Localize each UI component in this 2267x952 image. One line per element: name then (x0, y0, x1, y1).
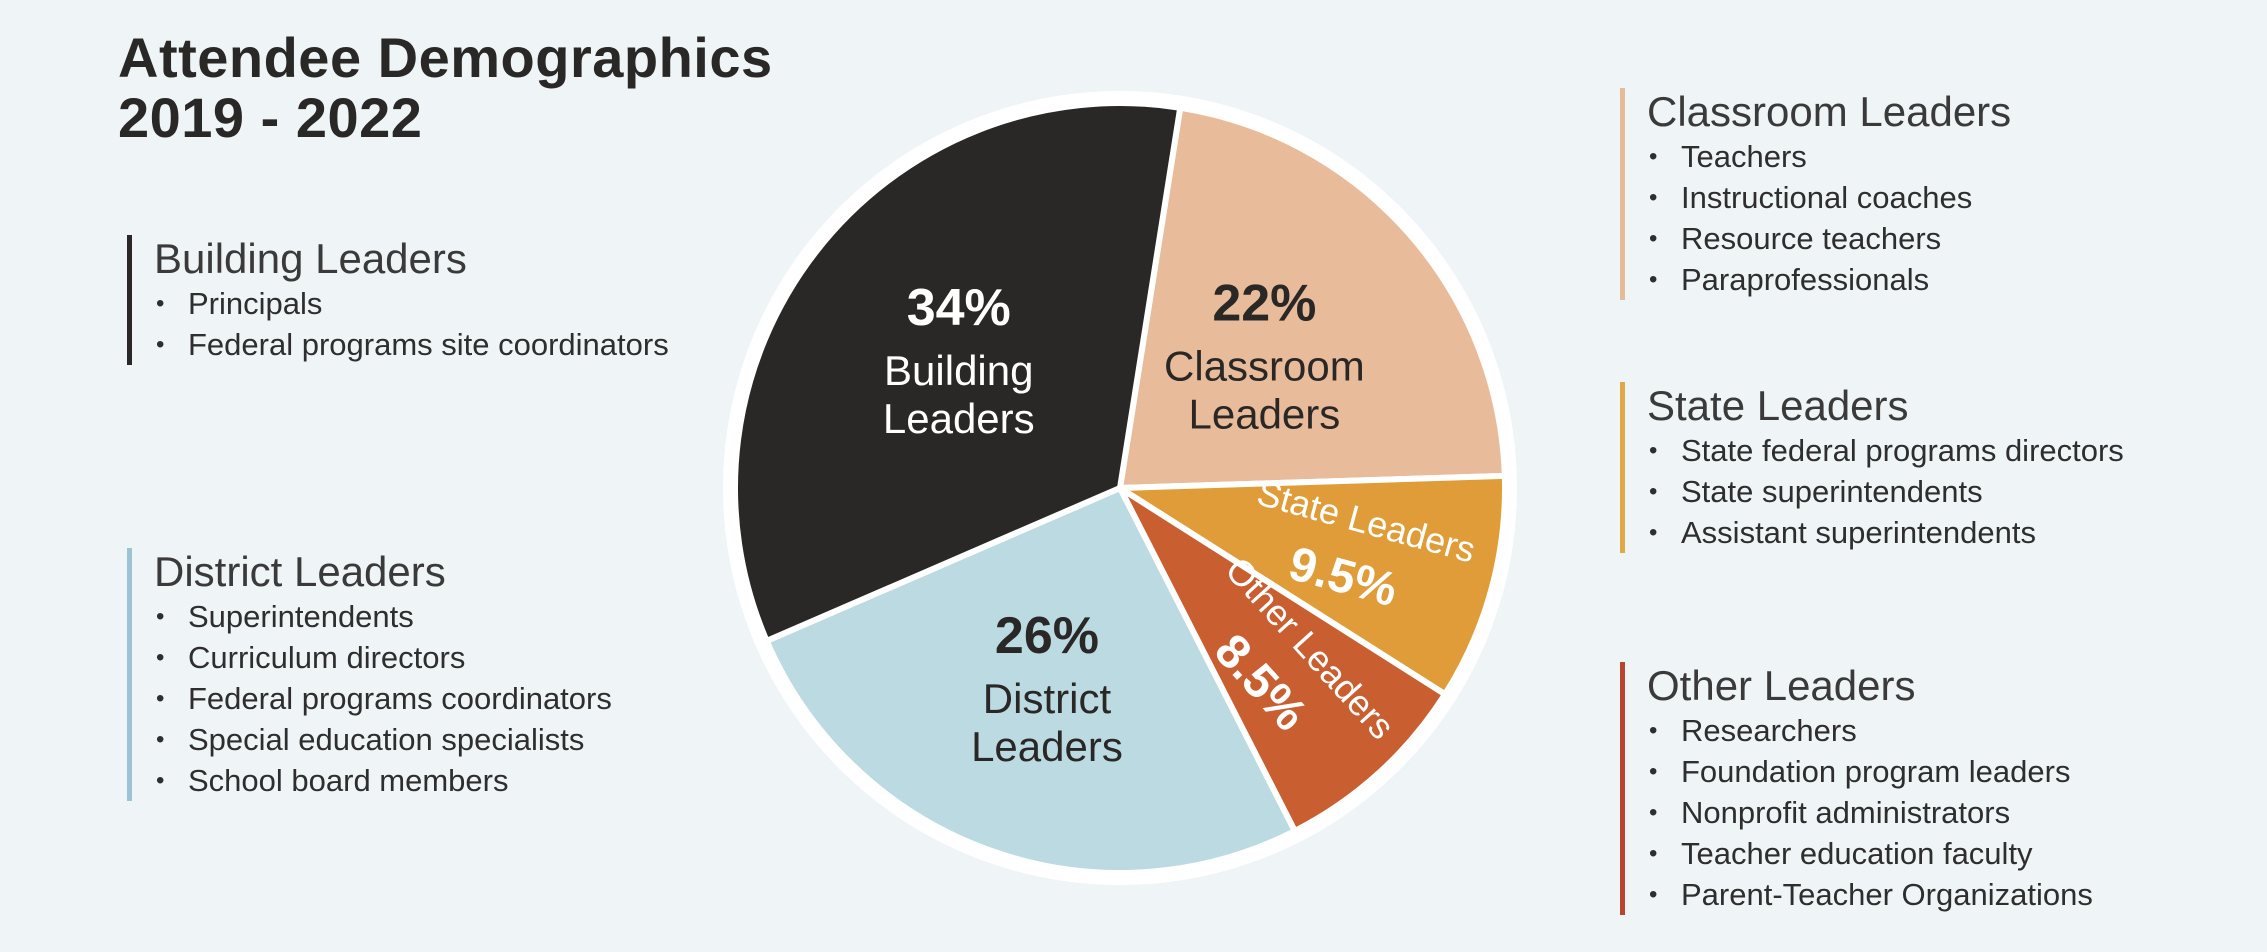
legend-heading-district: District Leaders (154, 548, 446, 595)
list-item: Assistant superintendents (1647, 512, 2124, 553)
list-item: State federal programs directors (1647, 430, 2124, 471)
list-item: Teachers (1647, 136, 2011, 177)
slice-value-label: 26% (995, 607, 1099, 665)
title-line-2: 2019 - 2022 (118, 86, 423, 149)
list-item: Teacher education faculty (1647, 833, 2093, 874)
list-item: Curriculum directors (154, 637, 612, 678)
legend-group-other: Other Leaders Researchers Foundation pro… (1620, 662, 2093, 915)
list-item: Superintendents (154, 596, 612, 637)
legend-list-classroom: Teachers Instructional coaches Resource … (1647, 136, 2011, 300)
list-item: School board members (154, 760, 612, 801)
slice-category-label: Classroom (1164, 343, 1365, 390)
list-item: State superintendents (1647, 471, 2124, 512)
legend-group-state: State Leaders State federal programs dir… (1620, 382, 2124, 553)
list-item: Paraprofessionals (1647, 259, 2011, 300)
title-line-1: Attendee Demographics (118, 26, 773, 89)
legend-heading-other: Other Leaders (1647, 662, 1916, 709)
pie-slice (1117, 485, 1449, 835)
legend-list-building: Principals Federal programs site coordin… (154, 283, 669, 365)
list-item: Special education specialists (154, 719, 612, 760)
legend-group-building: Building Leaders Principals Federal prog… (127, 235, 669, 365)
legend-list-other: Researchers Foundation program leaders N… (1647, 710, 2093, 915)
slice-category-label: Leaders (1189, 391, 1341, 438)
list-item: Federal programs coordinators (154, 678, 612, 719)
legend-list-state: State federal programs directors State s… (1647, 430, 2124, 553)
list-item: Federal programs site coordinators (154, 324, 669, 365)
list-item: Instructional coaches (1647, 177, 2011, 218)
list-item: Parent-Teacher Organizations (1647, 874, 2093, 915)
list-item: Foundation program leaders (1647, 751, 2093, 792)
legend-list-district: Superintendents Curriculum directors Fed… (154, 596, 612, 801)
slice-value-label: 34% (907, 279, 1011, 337)
legend-heading-building: Building Leaders (154, 235, 467, 282)
pie-slice (732, 100, 1184, 644)
legend-heading-state: State Leaders (1647, 382, 1909, 429)
list-item: Nonprofit administrators (1647, 792, 2093, 833)
slice-category-label: Leaders (883, 395, 1035, 442)
pie-slice (1117, 472, 1508, 698)
slice-value-label: 22% (1212, 275, 1316, 333)
slice-category-label: District (983, 675, 1112, 722)
legend-heading-classroom: Classroom Leaders (1647, 88, 2012, 135)
list-item: Resource teachers (1647, 218, 2011, 259)
slice-category-label: Building (884, 347, 1033, 394)
legend-group-classroom: Classroom Leaders Teachers Instructional… (1620, 88, 2011, 300)
page-title: Attendee Demographics 2019 - 2022 (118, 28, 773, 148)
slice-category-label: Leaders (971, 723, 1123, 770)
pie-slice (1117, 104, 1508, 491)
list-item: Researchers (1647, 710, 2093, 751)
legend-group-district: District Leaders Superintendents Curricu… (127, 548, 612, 801)
list-item: Principals (154, 283, 669, 324)
